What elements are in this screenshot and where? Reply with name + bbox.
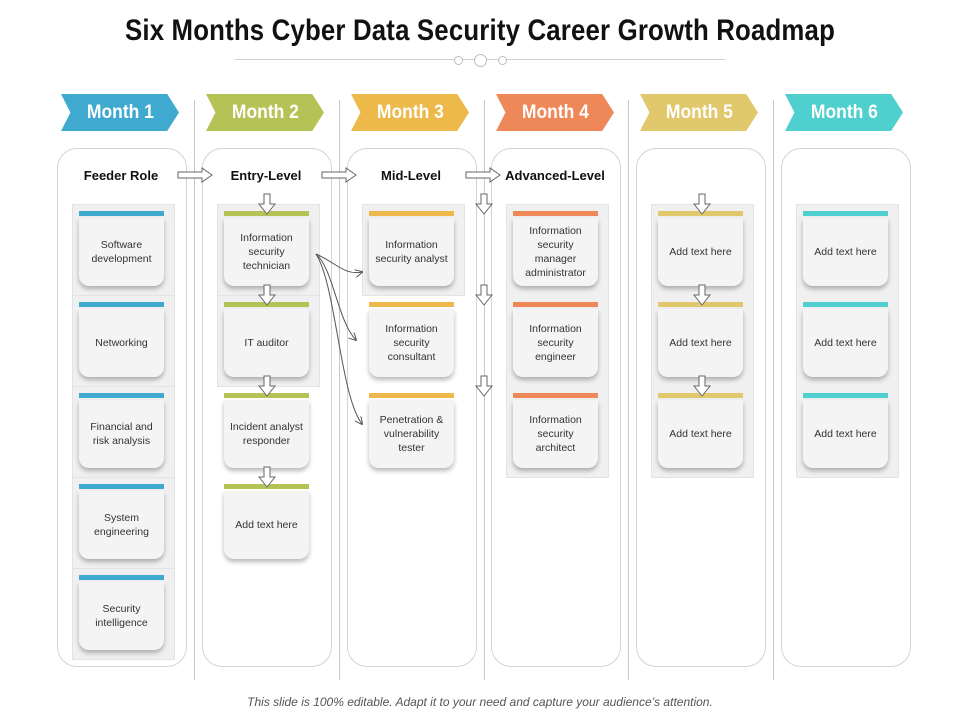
card-accent-bar [803,302,888,307]
card-networking: Networking [79,309,164,377]
card-infosec-manager: Information security manager administrat… [513,218,598,286]
card-text: Financial and risk analysis [90,421,153,447]
card-text: Information security architect [529,414,582,454]
card-text: Add text here [669,428,732,440]
card-accent-bar [658,211,743,216]
column-separator [339,100,340,680]
card-text: System engineering [94,512,149,538]
card-accent-bar [513,393,598,398]
month-label: Month 2 [231,101,299,123]
card-placeholder: Add text here [803,400,888,468]
card-text: Add text here [669,337,732,349]
card-financial-risk: Financial and risk analysis [79,400,164,468]
card-text: Information security technician [240,232,293,272]
card-accent-bar [224,393,309,398]
card-pen-tester: Penetration & vulnerability tester [369,400,454,468]
card-accent-bar [513,211,598,216]
card-text: Penetration & vulnerability tester [379,414,444,454]
month-banner-6: Month 6 [785,94,903,131]
card-accent-bar [224,484,309,489]
card-security-intelligence: Security intelligence [79,582,164,650]
card-placeholder: Add text here [803,309,888,377]
card-infosec-engineer: Information security engineer [513,309,598,377]
level-heading-entry: Entry-Level [230,168,302,183]
card-text: Add text here [814,337,877,349]
month-banner-1: Month 1 [61,94,179,131]
card-incident-responder: Incident analyst responder [224,400,309,468]
card-text: Software development [91,239,152,265]
card-placeholder: Add text here [224,491,309,559]
card-text: Information security engineer [529,323,582,363]
slide-title: Six Months Cyber Data Security Career Gr… [124,14,836,47]
level-heading-mid: Mid-Level [381,168,441,183]
card-accent-bar [369,302,454,307]
card-placeholder: Add text here [658,309,743,377]
card-text: Add text here [814,428,877,440]
card-infosec-consultant: Information security consultant [369,309,454,377]
card-accent-bar [658,302,743,307]
column-separator [484,100,485,680]
card-infosec-analyst: Information security analyst [369,218,454,286]
card-accent-bar [79,484,164,489]
card-accent-bar [803,393,888,398]
month-label: Month 3 [376,101,444,123]
month-label: Month 5 [665,101,733,123]
card-accent-bar [803,211,888,216]
slide-footer: This slide is 100% editable. Adapt it to… [247,695,713,709]
card-accent-bar [658,393,743,398]
card-infosec-architect: Information security architect [513,400,598,468]
card-accent-bar [369,211,454,216]
divider-ornament-left [454,56,463,65]
month-banner-3: Month 3 [351,94,469,131]
card-text: Information security analyst [375,239,448,265]
divider-ornament-center [474,54,487,67]
month-banner-2: Month 2 [206,94,324,131]
card-accent-bar [79,575,164,580]
card-text: Add text here [814,246,877,258]
card-accent-bar [224,302,309,307]
card-accent-bar [79,302,164,307]
column-separator [628,100,629,680]
card-accent-bar [79,393,164,398]
level-heading-feeder: Feeder Role [83,168,159,183]
column-separator [194,100,195,680]
month-label: Month 1 [86,101,154,123]
card-accent-bar [513,302,598,307]
card-text: Security intelligence [95,603,148,629]
card-text: Information security manager administrat… [525,225,586,279]
card-text: Add text here [669,246,732,258]
card-infosec-technician: Information security technician [224,218,309,286]
card-software-development: Software development [79,218,164,286]
card-placeholder: Add text here [658,400,743,468]
card-text: Incident analyst responder [230,421,303,447]
card-text: IT auditor [244,337,289,349]
card-accent-bar [79,211,164,216]
month-banner-5: Month 5 [640,94,758,131]
card-accent-bar [224,211,309,216]
card-placeholder: Add text here [658,218,743,286]
card-text: Information security consultant [385,323,438,363]
level-heading-advanced: Advanced-Level [505,168,605,183]
card-it-auditor: IT auditor [224,309,309,377]
card-accent-bar [369,393,454,398]
column-separator [773,100,774,680]
card-system-engineering: System engineering [79,491,164,559]
month-banner-4: Month 4 [496,94,614,131]
divider-ornament-right [498,56,507,65]
month-label: Month 4 [521,101,589,123]
card-text: Networking [95,337,148,349]
card-placeholder: Add text here [803,218,888,286]
card-text: Add text here [235,519,298,531]
month-label: Month 6 [810,101,878,123]
